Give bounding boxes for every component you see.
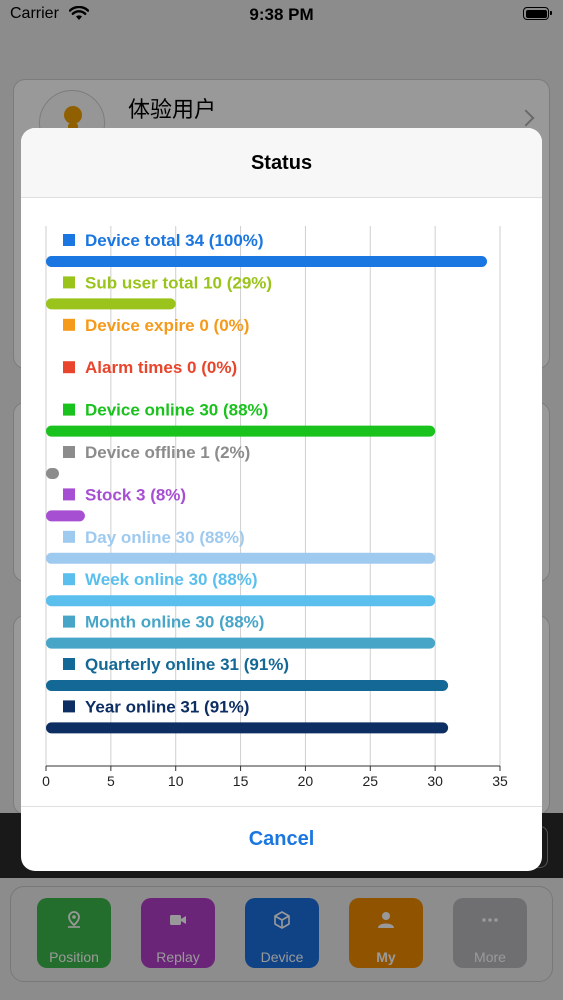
x-tick-label: 20: [298, 773, 314, 789]
ellipsis-icon: [482, 918, 498, 922]
tab-my[interactable]: My: [349, 898, 423, 968]
bar-label: Device offline 1 (2%): [85, 443, 250, 462]
cube-icon: [274, 911, 290, 929]
bar-label: Device total 34 (100%): [85, 231, 264, 250]
bar: [46, 298, 176, 310]
legend-swatch: [63, 615, 75, 628]
dialog-header: Status: [21, 128, 542, 198]
legend-swatch: [63, 488, 75, 501]
username: 体验用户: [128, 98, 217, 123]
tab-bar: Position Replay Device My: [10, 886, 553, 982]
bar: [46, 595, 436, 607]
tab-more[interactable]: More: [453, 898, 527, 968]
legend-swatch: [63, 234, 75, 246]
bar-label: Month online 30 (88%): [85, 613, 264, 632]
x-tick-label: 25: [362, 773, 378, 789]
bar: [46, 680, 449, 691]
bar: [46, 552, 436, 564]
bar: [46, 256, 488, 267]
cancel-button[interactable]: Cancel: [21, 807, 542, 871]
tab-position[interactable]: Position: [37, 898, 111, 968]
bar: [46, 468, 59, 479]
tab-replay-label: Replay: [156, 949, 200, 965]
bar: [46, 510, 85, 522]
x-tick-label: 30: [427, 773, 443, 789]
x-tick-label: 0: [42, 773, 50, 789]
carrier-label: Carrier: [10, 5, 59, 22]
x-tick-label: 15: [233, 773, 249, 789]
tab-position-label: Position: [49, 949, 99, 965]
dialog-title: Status: [250, 152, 313, 174]
legend-swatch: [63, 403, 75, 416]
bar-label: Year online 31 (91%): [85, 697, 249, 716]
avatar-head-icon: [64, 106, 82, 124]
bar: [46, 722, 449, 734]
bar: [46, 425, 436, 437]
bar-label: Week online 30 (88%): [85, 570, 258, 589]
wifi-icon: [68, 5, 90, 26]
clock: 9:38 PM: [249, 5, 314, 24]
map-pin-icon: [68, 911, 80, 928]
tab-replay[interactable]: Replay: [141, 898, 215, 968]
tab-device-label: Device: [260, 949, 304, 965]
bar-label: Quarterly online 31 (91%): [85, 655, 289, 674]
tab-device[interactable]: Device: [245, 898, 319, 968]
bar: [46, 637, 436, 649]
battery-icon: [523, 7, 552, 20]
status-dialog: Status 0 5 10 15 20 25 30 35 Device total 34 (10…: [21, 128, 542, 871]
x-tick-label: 5: [107, 773, 115, 789]
dialog-footer: Cancel: [21, 806, 542, 871]
user-icon: [378, 912, 394, 928]
bar-label: Device online 30 (88%): [85, 401, 268, 420]
legend-swatch: [63, 530, 75, 543]
bar-label: Stock 3 (8%): [85, 485, 186, 504]
tab-my-label: My: [376, 949, 396, 965]
bar-label: Alarm times 0 (0%): [85, 358, 237, 377]
status-bar: Carrier 9:38 PM: [0, 0, 563, 30]
video-icon: [170, 915, 186, 925]
legend-swatch: [63, 276, 75, 289]
status-chart-area: 0 5 10 15 20 25 30 35 Device total 34 (100%) Sub …: [21, 198, 542, 806]
x-tick-label: 35: [492, 773, 508, 789]
legend-swatch: [63, 573, 75, 586]
legend-swatch: [63, 361, 75, 374]
x-tick-label: 10: [168, 773, 184, 789]
legend-swatch: [63, 658, 75, 670]
tab-more-label: More: [474, 949, 506, 965]
bar-label: Device expire 0 (0%): [85, 316, 249, 335]
bar-label: Sub user total 10 (29%): [85, 273, 272, 292]
bar-label: Day online 30 (88%): [85, 528, 245, 547]
legend-swatch: [63, 446, 75, 458]
legend-swatch: [63, 318, 75, 331]
status-bar-chart: 0 5 10 15 20 25 30 35 Device total 34 (100%) Sub …: [42, 226, 508, 789]
legend-swatch: [63, 700, 75, 713]
